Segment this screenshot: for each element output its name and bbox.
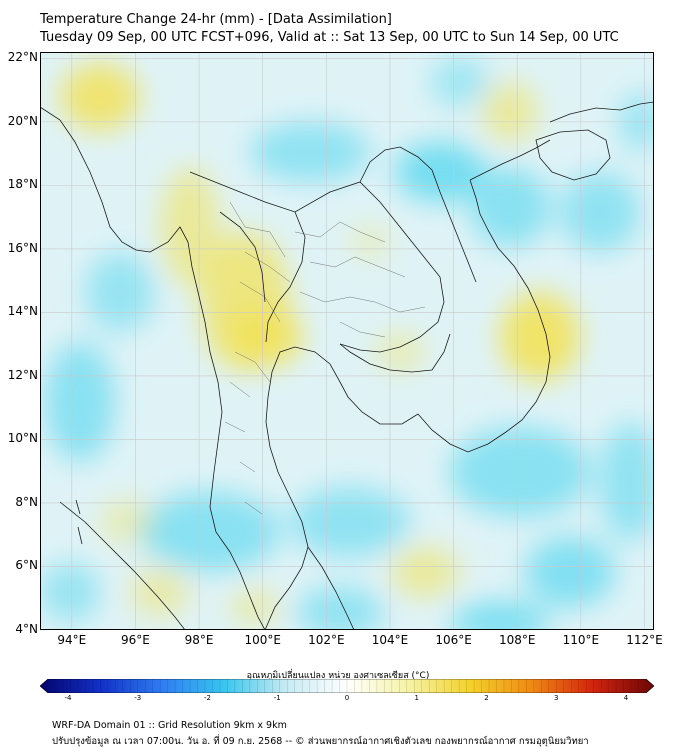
map-subtitle: Tuesday 09 Sep, 00 UTC FCST+096, Valid a…: [40, 30, 619, 45]
cold-anomaly: [450, 427, 590, 517]
cold-anomaly: [430, 57, 490, 107]
province-border: [224, 351, 271, 515]
colorbar-tick-label: 1: [414, 694, 419, 702]
latitude-label: 18°N: [7, 177, 38, 192]
cold-anomaly: [45, 342, 115, 462]
latitude-label: 4°N: [15, 622, 38, 636]
longitude-label: 102°E: [308, 633, 345, 647]
cold-anomaly: [600, 422, 654, 542]
warm-anomaly: [230, 589, 280, 625]
colorbar-tick-label: -3: [134, 694, 142, 702]
longitude-label: 100°E: [244, 633, 281, 647]
graticule: [40, 52, 654, 630]
cold-anomaly: [295, 587, 385, 630]
latitude-label: 16°N: [7, 240, 38, 255]
warm-anomaly: [60, 63, 140, 131]
cold-anomaly: [250, 122, 370, 182]
province-border: [294, 221, 406, 278]
province-borders: [224, 201, 426, 515]
warm-anomaly: [390, 547, 460, 597]
colorbar: [40, 679, 654, 693]
longitude-label: 94°E: [57, 633, 87, 647]
warm-anomaly: [350, 224, 390, 260]
latitude-label: 22°N: [7, 50, 38, 65]
province-border: [299, 291, 426, 338]
warm-anomaly: [375, 332, 425, 372]
latitude-label: 20°N: [7, 113, 38, 128]
map-border: [40, 52, 654, 630]
model-info: WRF-DA Domain 01 :: Grid Resolution 9km …: [52, 720, 287, 731]
warm-anomaly: [227, 307, 303, 367]
province-border: [229, 201, 291, 323]
latitude-label: 6°N: [15, 558, 38, 573]
cold-anomaly: [525, 537, 615, 607]
longitude-label: 108°E: [498, 633, 536, 647]
cold-anomaly: [560, 172, 640, 252]
colorbar-tick-label: 0: [344, 694, 350, 702]
longitude-label: 110°E: [562, 633, 600, 647]
cold-anomaly: [470, 167, 550, 247]
latitude-label: 10°N: [7, 431, 38, 446]
cold-anomaly: [40, 562, 100, 622]
colorbar-tick-label: -4: [64, 694, 72, 702]
colorbar-tick-label: -2: [204, 694, 211, 702]
longitude-label: 106°E: [435, 633, 472, 647]
cold-anomaly: [290, 487, 410, 557]
longitude-label: 96°E: [121, 633, 150, 647]
latitude-label: 14°N: [7, 304, 38, 319]
map-title: Temperature Change 24-hr (mm) - [Data As…: [40, 12, 392, 27]
latitude-label: 12°N: [7, 367, 38, 382]
colorbar-tick-label: 2: [484, 694, 489, 702]
latitude-label: 8°N: [15, 494, 38, 509]
colorbar-label: อุณหภูมิเปลี่ยนแปลง หน่วย องศาเซลเซียส (…: [246, 671, 430, 681]
warm-anomaly: [500, 292, 580, 382]
update-credit: ปรับปรุงข้อมูล ณ เวลา 07:00น. วัน อ. ที่…: [52, 736, 589, 747]
cold-anomaly: [85, 252, 155, 332]
temperature-field: [40, 57, 654, 630]
colorbar-tick-label: 4: [623, 694, 629, 702]
longitude-label: 98°E: [184, 633, 214, 647]
warm-anomaly: [130, 567, 190, 617]
longitude-label: 112°E: [626, 633, 663, 647]
warm-anomaly: [482, 82, 538, 142]
temperature-change-map[interactable]: [40, 52, 654, 630]
longitude-label: 104°E: [371, 633, 409, 647]
cold-anomaly: [140, 492, 280, 572]
cold-anomaly: [450, 602, 550, 630]
colorbar-tick-label: 3: [554, 694, 559, 702]
colorbar-tick-label: -1: [273, 694, 281, 702]
warm-anomaly: [160, 167, 220, 287]
coastline-and-borders: [40, 101, 654, 630]
